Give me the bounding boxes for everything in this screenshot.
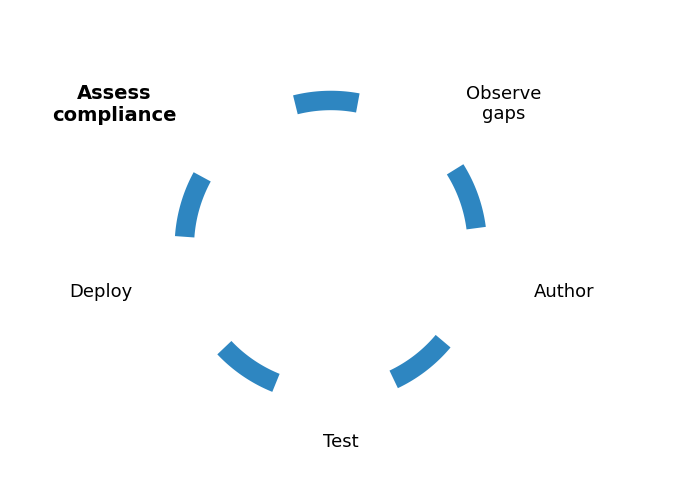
Text: Deploy: Deploy [70, 283, 133, 301]
Text: Assess
compliance: Assess compliance [52, 83, 176, 124]
Text: Author: Author [533, 283, 594, 301]
Text: Observe
gaps: Observe gaps [466, 84, 541, 124]
Text: Test: Test [323, 433, 359, 451]
